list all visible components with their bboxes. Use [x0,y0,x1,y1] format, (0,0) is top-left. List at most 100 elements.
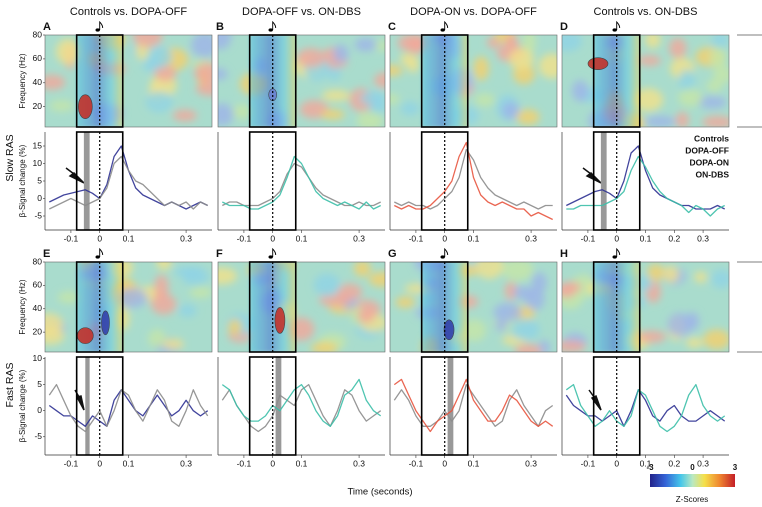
series-line [393,378,554,433]
y-tick-label: -5 [34,210,42,220]
texture-blob [45,326,65,345]
x-tick-label: 0.1 [640,458,652,468]
texture-blob [531,272,547,294]
note-head [95,255,100,259]
y-tick-label: 10 [33,353,43,363]
panel-title: Controls vs. DOPA-OFF [70,6,187,18]
texture-blob [495,319,508,332]
analysis-window [592,356,641,456]
texture-blob [320,109,345,120]
texture-blob [296,48,325,68]
colorbar-tick-label: 3 [733,463,738,472]
analysis-window [420,34,469,128]
spectrogram [218,262,385,352]
x-tick-label: 0.1 [296,458,308,468]
texture-blob [645,35,661,49]
note-stem [99,247,104,257]
legend-entry: DOPA-OFF [685,145,729,155]
spectrogram [390,35,557,127]
texture-blob [637,330,667,343]
analysis-window [420,131,469,231]
panel-letter: D [560,21,568,33]
texture-blob [178,304,197,318]
significant-cluster [274,307,286,334]
texture-blob [678,69,696,92]
legend-entry: DOPA-ON [689,157,729,167]
analysis-window [248,356,297,456]
freq-axis-label: Frequency (Hz) [18,53,27,108]
x-tick-label: -0.1 [237,233,252,243]
texture-blob [400,101,420,116]
y-tick-label: 0 [37,405,42,415]
texture-blob [562,340,587,352]
significance-window [85,357,90,455]
texture-blob [228,318,242,336]
texture-blob [505,35,518,51]
spectrogram-texture [395,262,551,352]
texture-blob [475,262,504,279]
texture-blob [218,68,228,81]
panel-letter: E [43,248,50,260]
x-tick-label: -0.1 [581,233,596,243]
texture-blob [516,109,540,126]
series-line [566,155,725,217]
texture-blob [132,35,163,48]
texture-blob [156,262,172,271]
spectrogram [218,35,385,127]
panel-letter: B [216,21,224,33]
note-head [612,255,617,259]
texture-blob [218,267,238,285]
texture-blob [313,273,341,297]
texture-blob [218,35,232,50]
texture-blob [357,309,375,324]
texture-blob [374,72,385,88]
freq-tick-label: 40 [33,303,43,313]
texture-blob [633,88,664,112]
series-line [49,155,208,210]
texture-blob [356,111,384,127]
texture-blob [662,265,680,283]
texture-blob [473,56,489,81]
spectrogram [562,262,729,352]
texture-blob [49,100,74,112]
y-tick-label: 10 [33,158,43,168]
note-stem [272,247,277,257]
texture-blob [353,262,371,277]
freq-tick-label: 60 [33,53,43,63]
series-line [222,162,381,207]
texture-blob [513,285,533,300]
analysis-window [420,261,469,353]
spectrogram-frame [389,34,558,128]
series-line [393,383,554,427]
x-tick-label: 0 [442,233,447,243]
colorbar-tick-label: -3 [646,463,654,472]
analysis-window [248,34,297,128]
texture-blob [522,35,536,54]
texture-blob [697,96,727,109]
texture-blob [218,103,234,126]
note-icon [95,247,104,259]
texture-blob [181,266,209,287]
texture-blob [163,338,184,350]
texture-blob [703,329,729,350]
texture-blob [154,274,169,300]
texture-blob [706,79,723,93]
texture-blob [360,91,385,106]
note-icon [440,247,449,259]
texture-blob [194,62,212,83]
freq-tick-label: 40 [33,77,43,87]
x-tick-label: -0.1 [64,233,79,243]
note-stem [616,247,621,257]
texture-blob [195,82,212,96]
colorbar-label: Z-Scores [676,495,708,504]
row-label: Fast RAS [4,363,16,408]
series-line [394,148,553,210]
freq-tick-label: 80 [33,256,43,266]
analysis-window [592,131,641,231]
texture-blob [55,38,81,65]
texture-blob [354,37,377,52]
series-line [48,383,209,433]
analysis-window [248,261,297,353]
panel-title: DOPA-OFF vs. ON-DBS [242,6,361,18]
x-tick-label: 0.1 [468,458,480,468]
